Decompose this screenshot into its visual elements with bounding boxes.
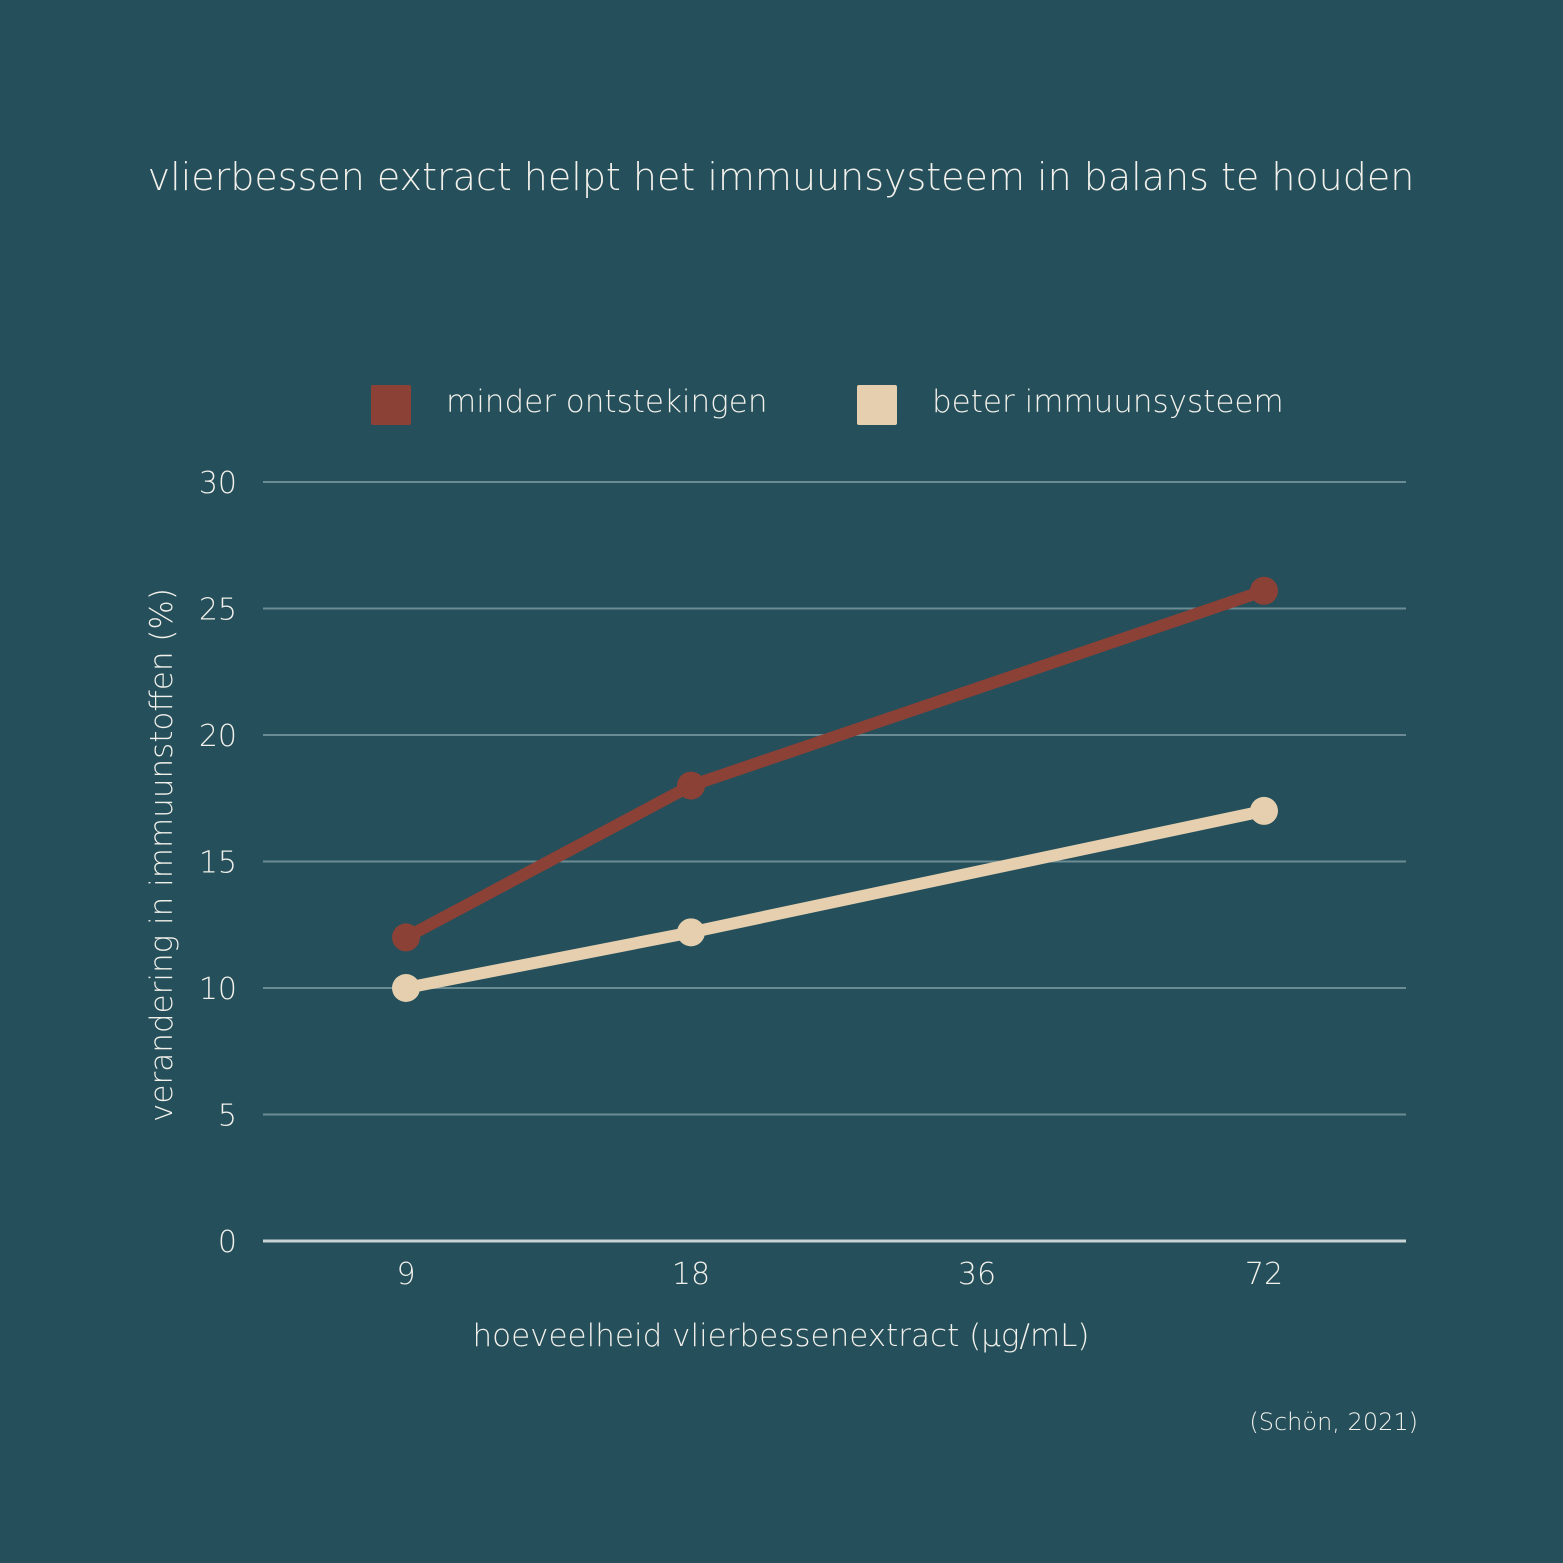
data-point (392, 923, 420, 952)
x-tick-label: 9 (396, 1257, 415, 1292)
chart-title: vlierbessen extract helpt het immuunsyst… (148, 155, 1415, 199)
y-tick-label: 0 (218, 1225, 237, 1260)
data-point (1250, 576, 1278, 605)
y-ticks: 0 5 10 15 20 25 30 (199, 466, 237, 1260)
y-tick-label: 25 (199, 593, 237, 628)
legend: minder ontstekingen beter immuunsysteem (371, 384, 1284, 425)
x-axis-label: hoeveelheid vlierbessenextract (µg/mL) (472, 1318, 1089, 1354)
x-tick-label: 72 (1245, 1257, 1283, 1292)
y-tick-label: 30 (199, 466, 237, 501)
data-point (677, 771, 705, 800)
legend-swatch (371, 385, 411, 425)
y-axis-label: verandering in immuunstoffen (%) (144, 588, 180, 1122)
legend-label: beter immuunsysteem (932, 384, 1284, 420)
y-tick-label: 5 (218, 1099, 237, 1134)
y-tick-label: 15 (199, 846, 237, 881)
series (392, 576, 1278, 1002)
legend-label: minder ontstekingen (446, 384, 768, 420)
series-line-1 (404, 805, 1266, 994)
x-ticks: 9 18 36 72 (396, 1257, 1283, 1292)
data-point (1250, 796, 1278, 825)
data-point (392, 974, 420, 1002)
series-line-0 (403, 585, 1266, 943)
x-tick-label: 36 (958, 1257, 996, 1292)
data-point (677, 918, 705, 947)
x-tick-label: 18 (672, 1257, 710, 1292)
y-tick-label: 20 (199, 719, 237, 754)
y-tick-label: 10 (199, 972, 237, 1007)
legend-swatch (857, 385, 897, 425)
source-citation: (Schön, 2021) (1249, 1408, 1418, 1436)
